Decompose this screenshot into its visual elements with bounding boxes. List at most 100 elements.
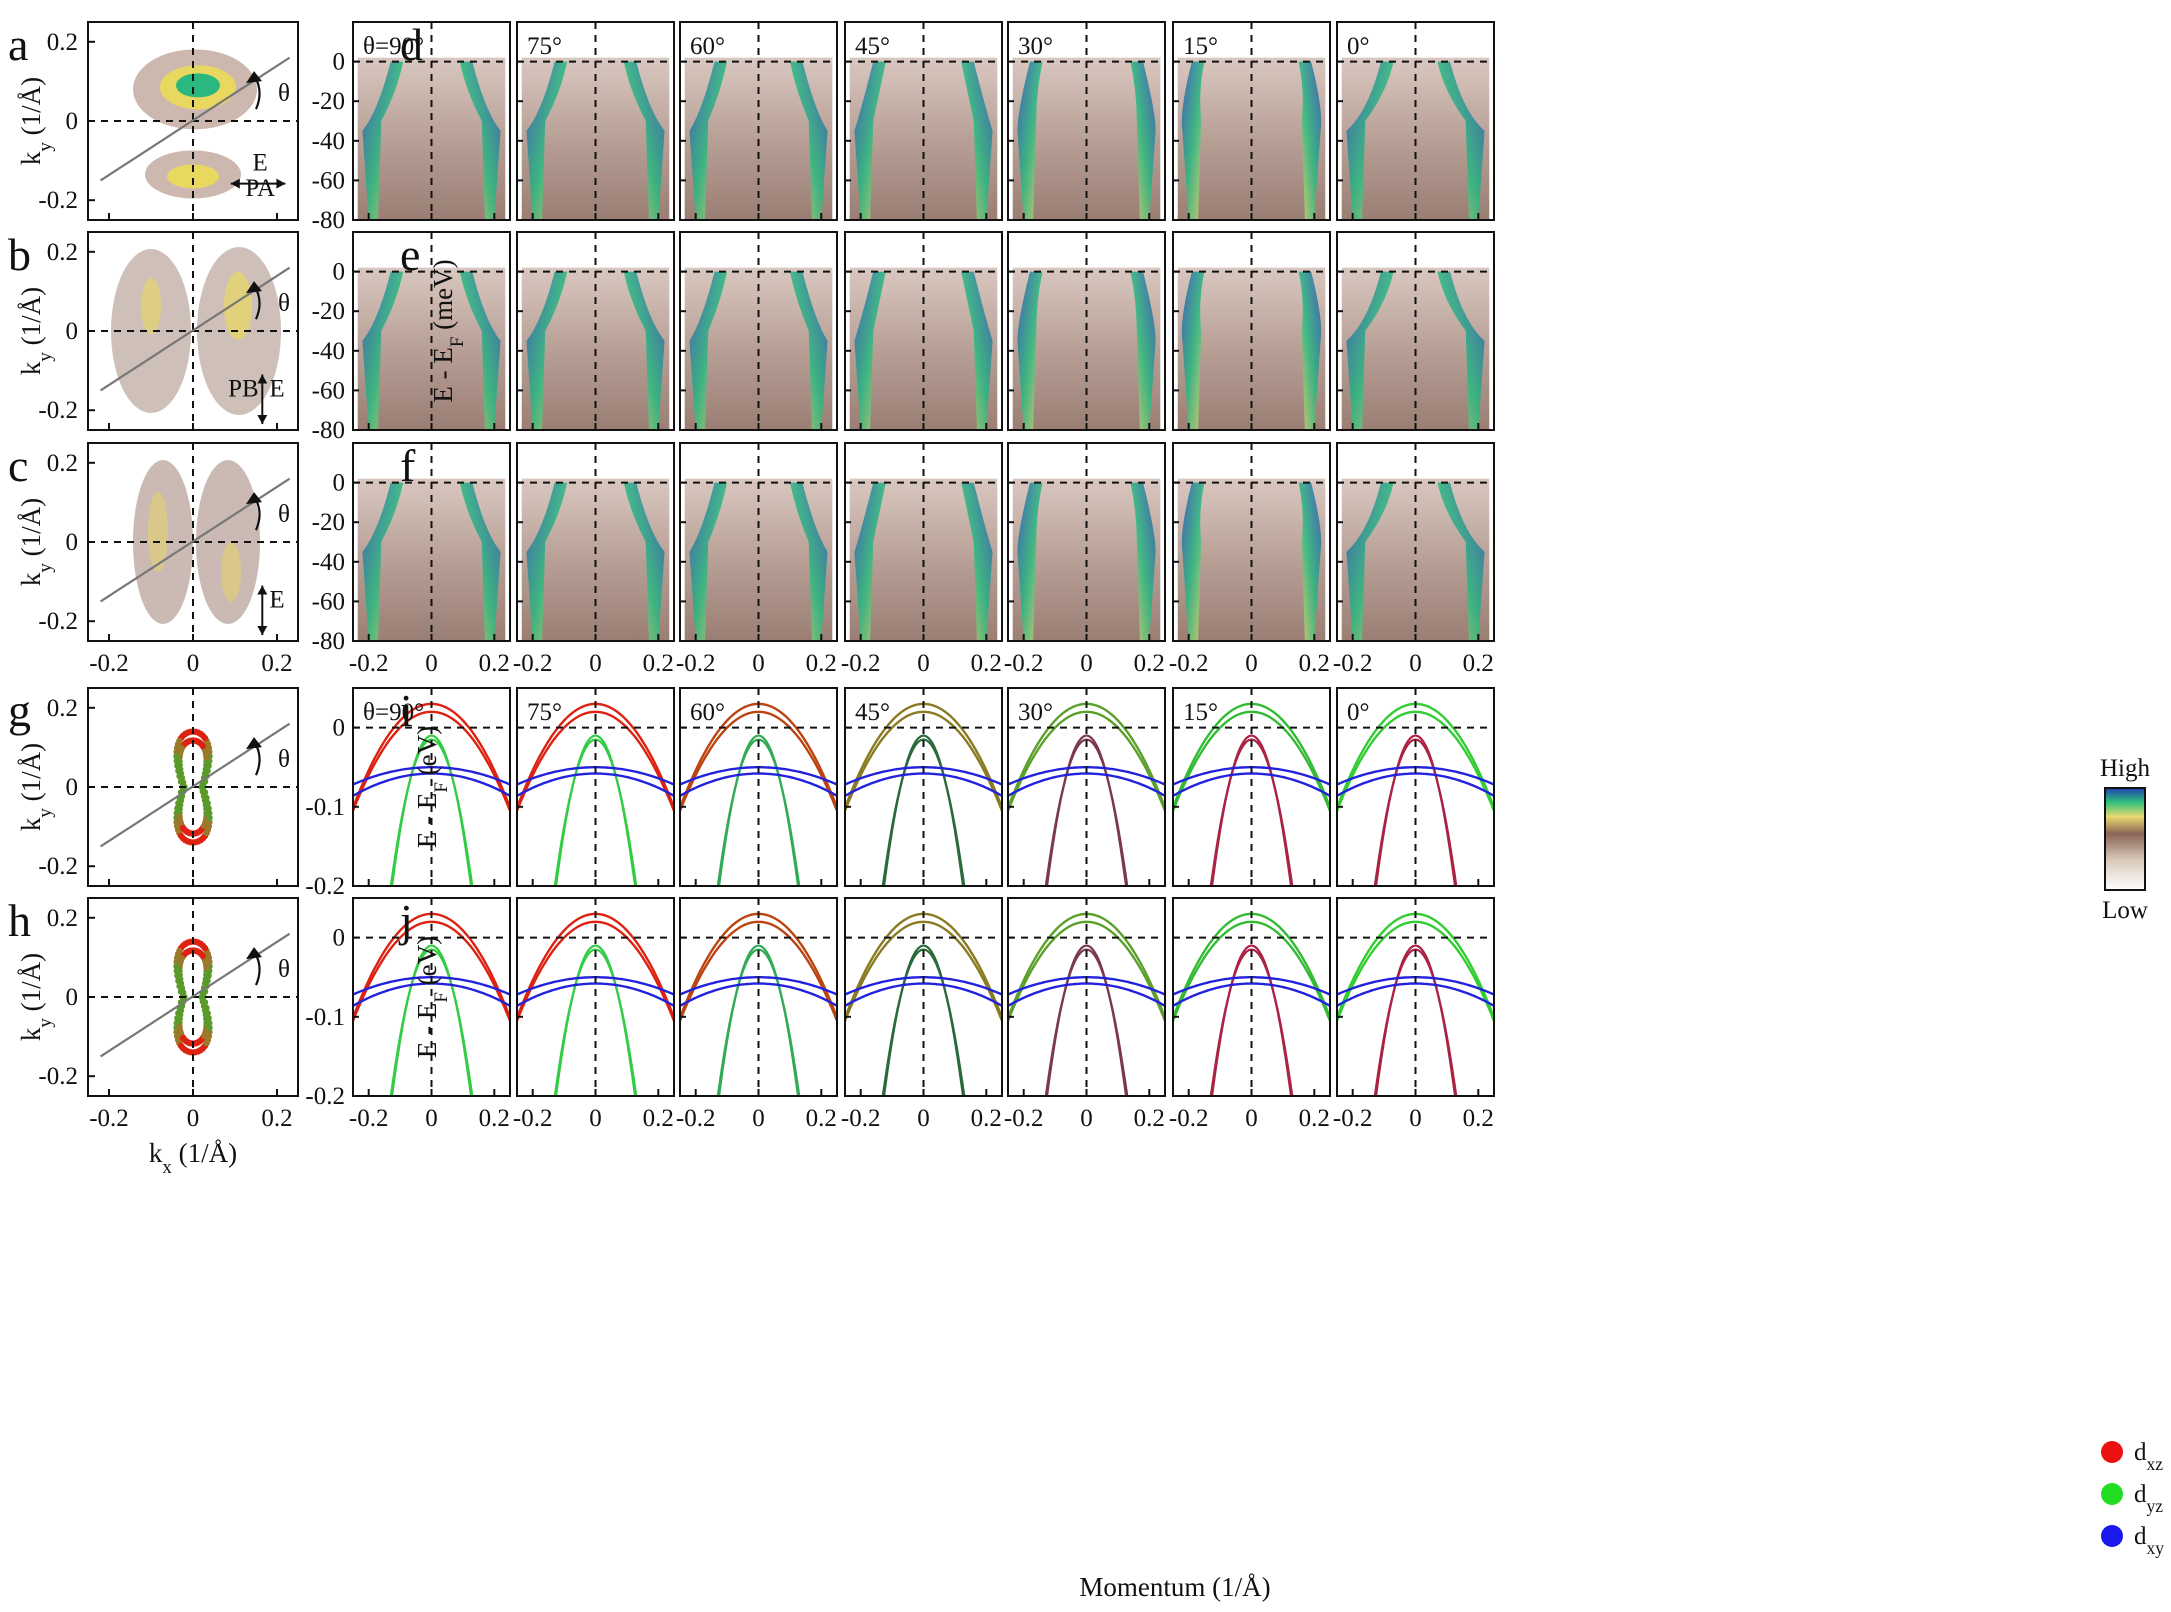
orbital-dot <box>199 998 207 1005</box>
y-tick-label: 0.2 <box>47 29 78 56</box>
band-curve <box>845 920 1002 1022</box>
y-tick-label: 0.2 <box>47 905 78 932</box>
band-curve <box>881 738 966 886</box>
band-curve <box>1008 772 1165 797</box>
band-branch <box>1181 271 1205 430</box>
band-branch <box>854 482 886 641</box>
band-branch <box>362 482 404 641</box>
band-curve <box>1373 948 1458 1096</box>
subpanel-e-1 <box>516 231 675 431</box>
subpanel-e-5 <box>1172 231 1331 431</box>
panel-letter-h: h <box>8 895 31 946</box>
x-tick-label: -0.2 <box>1169 1105 1209 1132</box>
theta-label: θ <box>278 80 290 107</box>
angle-label: 60° <box>690 699 725 726</box>
y-tick-label: 0.2 <box>47 450 78 477</box>
band-curve <box>1173 710 1330 812</box>
legend-marker <box>2101 1483 2123 1505</box>
x-tick-label: -0.2 <box>676 650 716 677</box>
band-curve <box>1045 944 1128 1096</box>
x-tick-label: 0 <box>917 650 930 677</box>
band-curve <box>717 944 800 1096</box>
polarization-label: E <box>253 150 268 177</box>
legend-label: dyz <box>2134 1481 2163 1516</box>
y-tick-label: 0 <box>333 715 346 742</box>
angle-label: θ=90° <box>363 33 424 60</box>
colorbar: High Low <box>2100 755 2151 924</box>
x-tick-label: -0.2 <box>676 1105 716 1132</box>
x-tick-label: 0 <box>1245 1105 1258 1132</box>
band-curve <box>1173 982 1330 1007</box>
x-tick-label: 0.2 <box>1134 1105 1165 1132</box>
band-branch <box>854 61 886 220</box>
band-curve <box>517 772 674 797</box>
fs-lobe-hot <box>167 164 219 189</box>
x-tick-label: -0.2 <box>1169 650 1209 677</box>
band-curve <box>845 982 1002 1007</box>
band-curve <box>517 982 674 1007</box>
panel-b: θ 0.2 0 -0.2 b ky (1/Å) PB E <box>8 229 299 431</box>
subpanel-i-0: 0 -0.1 -0.2 θ=90° <box>305 687 511 900</box>
band-curve <box>1008 710 1165 812</box>
subpanel-d-2: 60° <box>679 21 838 221</box>
x-tick-label: 0.2 <box>1134 650 1165 677</box>
theta-arrowhead <box>246 737 262 750</box>
band-branch <box>789 271 828 430</box>
band-curve <box>1210 944 1293 1096</box>
band-curve <box>1173 920 1330 1022</box>
y-tick-label: -40 <box>312 338 345 365</box>
panel-h: θ 0.2 0 -0.2 h ky (1/Å) -0.2 0 0.2 kx (1/Å) <box>8 895 299 1178</box>
x-tick-label: 0.2 <box>1463 1105 1494 1132</box>
orbital-dot <box>206 814 213 822</box>
subpanel-i-3: 45° <box>844 687 1003 887</box>
band-curve <box>1008 982 1165 1007</box>
subpanel-e-2 <box>679 231 838 431</box>
x-tick-label: 0 <box>1409 650 1422 677</box>
ky-axis-label: ky (1/Å) <box>16 743 56 831</box>
x-tick-label: -0.2 <box>349 1105 389 1132</box>
band-branch <box>1298 271 1322 430</box>
band-plot <box>353 702 510 886</box>
y-tick-label: -0.2 <box>38 608 78 635</box>
y-tick-label: -40 <box>312 549 345 576</box>
angle-label: 0° <box>1347 699 1370 726</box>
theta-label: θ <box>278 290 290 317</box>
band-branch <box>623 61 665 220</box>
x-tick-label: 0.2 <box>806 1105 837 1132</box>
band-curve <box>1337 772 1494 797</box>
band-curve <box>389 948 474 1096</box>
theta-label: θ <box>278 501 290 528</box>
cut-line <box>100 477 291 603</box>
fs-lobe-hot <box>224 272 252 340</box>
ky-axis-label: ky (1/Å) <box>16 77 56 165</box>
band-curve <box>680 710 837 812</box>
x-tick-label: -0.2 <box>841 650 881 677</box>
orbital-legend: dxz dyz dxy <box>2101 1439 2164 1558</box>
theta-arrowhead <box>246 71 262 84</box>
band-branch <box>854 271 886 430</box>
angle-label: 0° <box>1347 33 1370 60</box>
x-tick-label: 0 <box>589 1105 602 1132</box>
panel-letter-j: j <box>398 895 413 946</box>
band-curve <box>353 772 510 797</box>
y-tick-label: 0 <box>66 774 79 801</box>
band-branch <box>526 271 568 430</box>
x-tick-label: 0.2 <box>643 650 674 677</box>
band-branch <box>1017 61 1043 220</box>
band-curve <box>553 948 638 1096</box>
band-curve <box>1337 920 1494 1022</box>
band-branch <box>459 61 501 220</box>
x-tick-label: 0 <box>187 1105 200 1132</box>
ky-axis-label: ky (1/Å) <box>16 287 56 375</box>
subpanel-d-4: 30° <box>1007 21 1166 221</box>
band-curve <box>517 920 674 1022</box>
panel-letter-d: d <box>400 19 423 70</box>
momentum-axis-label: Momentum (1/Å) <box>1079 1572 1270 1602</box>
band-curve <box>554 944 637 1096</box>
band-curve <box>353 982 510 1007</box>
panel-g: θ 0.2 0 -0.2 g ky (1/Å) <box>8 685 299 887</box>
subpanel-i-4: 30° <box>1007 687 1166 887</box>
band-branch <box>1017 271 1043 430</box>
